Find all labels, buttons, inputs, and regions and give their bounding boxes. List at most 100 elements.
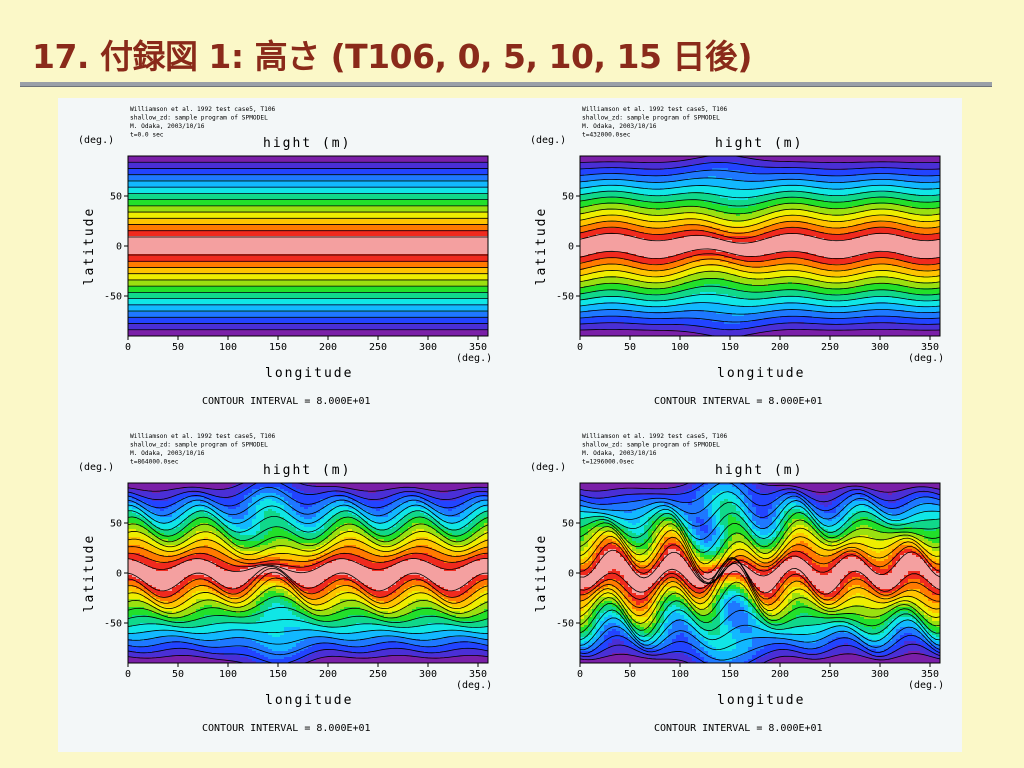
contour-band xyxy=(184,274,189,281)
contour-band xyxy=(592,330,597,337)
contour-band xyxy=(376,318,381,325)
contour-band xyxy=(780,316,785,325)
contour-band xyxy=(216,236,221,255)
contour-band xyxy=(912,234,917,241)
contour-band xyxy=(804,252,809,261)
contour-band xyxy=(200,298,205,305)
contour-band xyxy=(208,262,213,269)
contour-band xyxy=(452,156,457,163)
contour-band xyxy=(924,234,929,241)
contour-band xyxy=(128,168,133,175)
contour-band xyxy=(676,232,681,239)
contour-band xyxy=(280,254,285,263)
contour-band xyxy=(860,230,865,237)
contour-band xyxy=(612,222,617,229)
contour-band xyxy=(792,264,797,271)
contour-band xyxy=(448,224,453,231)
contour-band xyxy=(860,186,865,193)
contour-band xyxy=(752,206,757,213)
contour-band xyxy=(228,218,233,225)
contour-band xyxy=(724,286,729,295)
contour-band xyxy=(368,268,373,275)
contour-band xyxy=(672,202,677,209)
contour-band xyxy=(652,294,657,301)
contour-band xyxy=(692,200,697,207)
contour-band xyxy=(348,162,353,169)
contour-band xyxy=(352,324,357,331)
contour-band xyxy=(644,162,649,171)
contour-band xyxy=(432,318,437,325)
contour-band xyxy=(812,200,817,207)
contour-band xyxy=(592,230,597,237)
contour-band xyxy=(164,180,169,189)
contour-band xyxy=(408,330,413,337)
contour-band xyxy=(660,258,665,265)
contour-band xyxy=(424,280,429,287)
contour-band xyxy=(840,258,845,265)
contour-band xyxy=(736,180,741,191)
contour-band xyxy=(876,302,881,311)
contour-band xyxy=(612,316,617,323)
contour-band xyxy=(424,292,429,299)
contour-band xyxy=(840,182,845,191)
contour-band xyxy=(904,182,909,189)
contour-band xyxy=(848,300,853,307)
contour-band xyxy=(252,200,257,207)
contour-band xyxy=(632,268,637,275)
contour-band xyxy=(872,174,877,181)
contour-band xyxy=(924,222,929,229)
contour-band xyxy=(304,162,309,169)
contour-band xyxy=(344,268,349,275)
contour-band xyxy=(464,268,469,275)
contour-band xyxy=(832,216,837,223)
contour-band xyxy=(776,310,781,319)
contour-band xyxy=(256,262,261,269)
contour-band xyxy=(268,162,273,169)
contour-band xyxy=(652,156,657,163)
contour-band xyxy=(376,174,381,181)
contour-band xyxy=(464,188,469,195)
contour-band xyxy=(824,300,829,307)
contour-band xyxy=(668,176,673,183)
contour-band xyxy=(688,178,693,187)
contour-band xyxy=(336,180,341,189)
contour-band xyxy=(340,330,345,337)
contour-band xyxy=(348,324,353,331)
contour-band xyxy=(224,212,229,219)
contour-band xyxy=(360,280,365,287)
contour-band xyxy=(372,274,377,281)
contour-band xyxy=(704,208,709,215)
contour-band xyxy=(472,212,477,219)
contour-band xyxy=(584,324,589,331)
contour-band xyxy=(388,180,393,189)
contour-band xyxy=(400,274,405,281)
contour-band xyxy=(932,300,937,307)
contour-band xyxy=(844,288,849,295)
contour-band xyxy=(864,230,869,237)
contour-band xyxy=(128,318,133,325)
contour-band xyxy=(436,162,441,169)
contour-band xyxy=(656,202,661,211)
contour-band xyxy=(876,276,881,285)
contour-band xyxy=(348,312,353,319)
contour-band xyxy=(448,174,453,181)
contour-band xyxy=(604,216,609,223)
contour-band xyxy=(580,330,585,337)
contour-band xyxy=(208,280,213,287)
contour-band xyxy=(920,264,925,271)
contour-band xyxy=(664,228,669,235)
contour-band xyxy=(204,156,209,163)
contour-band xyxy=(408,206,413,213)
contour-band xyxy=(748,220,753,227)
contour-band xyxy=(176,180,181,189)
contour-band xyxy=(648,288,653,295)
contour-band xyxy=(840,270,845,277)
contour-band xyxy=(676,330,681,337)
contour-band xyxy=(368,194,373,201)
contour-band xyxy=(884,276,889,285)
contour-band xyxy=(372,212,377,219)
contour-band xyxy=(232,156,237,163)
contour-band xyxy=(836,190,841,197)
contour-band xyxy=(672,330,677,337)
contour-band xyxy=(308,330,313,337)
